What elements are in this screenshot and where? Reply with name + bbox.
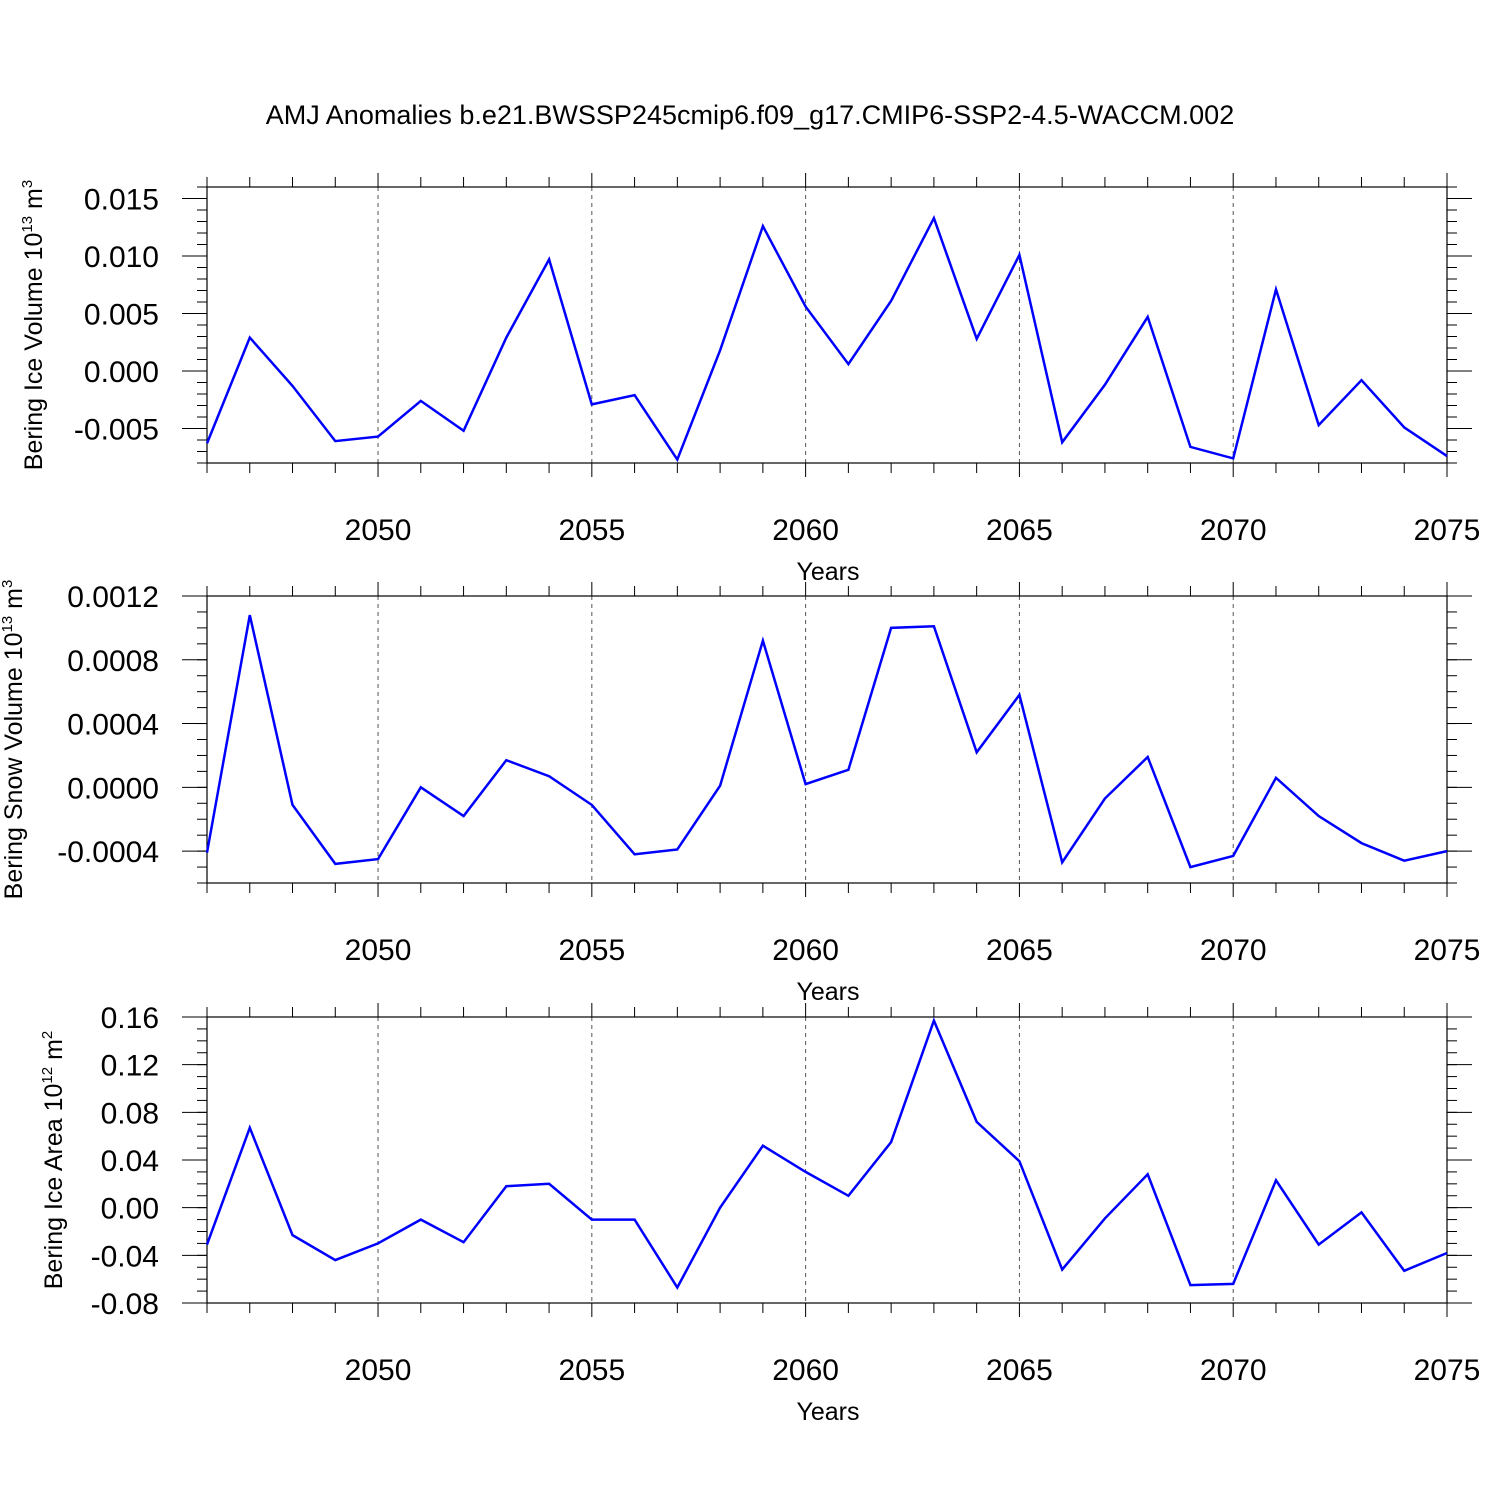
y-tick-label: 0.04 <box>101 1145 159 1178</box>
x-tick-label: 2050 <box>345 1354 412 1387</box>
chart-panel-3: -0.08 -0.04 0.00 0.04 0.08 0.12 0.16 2050 2055 20… <box>39 1002 1480 1426</box>
x-tick-label: 2075 <box>1414 934 1481 967</box>
series-line-3 <box>205 1017 1448 1290</box>
x-axis-label: Years <box>796 978 859 1006</box>
y-tick-label: -0.04 <box>91 1240 159 1273</box>
y-tick-label: -0.08 <box>91 1288 159 1321</box>
x-tick-label: 2060 <box>772 934 839 967</box>
y-tick-label: -0.0004 <box>57 836 159 869</box>
y-tick-label: 0.0012 <box>67 581 159 614</box>
y-tick-label: 0.0008 <box>67 645 159 678</box>
chart-panels: -0.005 0.000 0.005 0.010 0.015 2050 2055 2060 20… <box>0 173 1480 1426</box>
y-tick-label: 0.005 <box>84 299 159 332</box>
chart-panel-2: -0.0004 0.0000 0.0004 0.0008 0.0012 2050 2055 2… <box>0 580 1480 1006</box>
x-axis-label: Years <box>796 558 859 586</box>
plot-frame <box>206 595 1448 884</box>
x-tick-label: 2070 <box>1200 1354 1267 1387</box>
x-tick-label: 2055 <box>558 1354 625 1387</box>
y-tick-label: 0.12 <box>101 1050 159 1083</box>
plot-frame <box>206 186 1448 464</box>
y-tick-label: 0.010 <box>84 241 159 274</box>
x-tick-label: 2050 <box>345 934 412 967</box>
plot-frame <box>206 1016 1448 1304</box>
x-tick-label: 2070 <box>1200 514 1267 547</box>
x-tick-label: 2060 <box>772 514 839 547</box>
y-tick-label: 0.00 <box>101 1193 159 1226</box>
x-tick-label: 2055 <box>558 514 625 547</box>
x-tick-label: 2070 <box>1200 934 1267 967</box>
series-line-2 <box>205 614 1448 869</box>
chart-panel-1: -0.005 0.000 0.005 0.010 0.015 2050 2055 2060 20… <box>19 173 1480 586</box>
x-tick-label: 2065 <box>986 514 1053 547</box>
y-tick-label: 0.0000 <box>67 772 159 805</box>
y-tick-label: 0.015 <box>84 184 159 217</box>
series-line-1 <box>205 214 1448 463</box>
y-tick-label: 0.000 <box>84 356 159 389</box>
x-axis-label: Years <box>796 1398 859 1426</box>
x-tick-label: 2065 <box>986 934 1053 967</box>
y-tick-label: -0.005 <box>74 414 159 447</box>
x-tick-label: 2050 <box>345 514 412 547</box>
x-tick-label: 2075 <box>1414 1354 1481 1387</box>
y-tick-label: 0.08 <box>101 1097 159 1130</box>
x-tick-label: 2075 <box>1414 514 1481 547</box>
x-tick-label: 2055 <box>558 934 625 967</box>
x-tick-label: 2060 <box>772 1354 839 1387</box>
y-tick-label: 0.0004 <box>67 709 159 742</box>
y-axis-label: Bering Ice Area 1012 m2 <box>39 1031 68 1290</box>
y-tick-label: 0.16 <box>101 1002 159 1035</box>
y-axis-label: Bering Snow Volume 1013 m3 <box>0 580 28 900</box>
x-tick-label: 2065 <box>986 1354 1053 1387</box>
y-axis-label: Bering Ice Volume 1013 m3 <box>19 180 48 470</box>
chart-title: AMJ Anomalies b.e21.BWSSP245cmip6.f09_g1… <box>266 100 1234 130</box>
